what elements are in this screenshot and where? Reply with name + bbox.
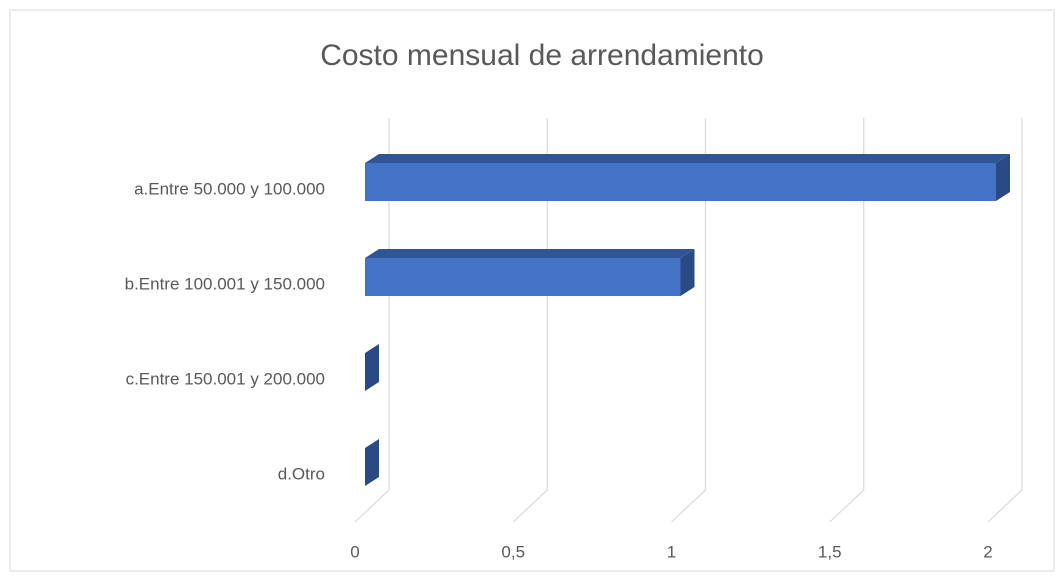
bar (365, 249, 695, 296)
x-tick-label: 1 (667, 542, 676, 561)
x-tick-label: 1,5 (818, 542, 842, 561)
bar-end (365, 344, 379, 391)
y-tick-label: b.Entre 100.001 y 150.000 (125, 274, 325, 293)
y-tick-label: d.Otro (278, 464, 325, 483)
grid-line (829, 118, 865, 523)
chart-title: Costo mensual de arrendamiento (320, 39, 764, 72)
bar-front (365, 258, 681, 296)
bar-end (365, 439, 379, 486)
y-tick-label: a.Entre 50.000 y 100.000 (134, 179, 325, 198)
bar (365, 154, 1010, 201)
grid-line (512, 118, 548, 523)
bar-end (680, 249, 695, 296)
grid-line (671, 118, 707, 523)
grid-line (987, 118, 1023, 523)
bar (365, 439, 379, 486)
x-tick-label: 2 (983, 542, 992, 561)
bar (365, 344, 379, 391)
bar-top (365, 154, 1010, 163)
grid-line (354, 118, 390, 523)
bar-front (365, 163, 996, 201)
x-tick-label: 0,5 (501, 542, 525, 561)
bar-end (996, 154, 1010, 201)
x-tick-label: 0 (350, 542, 359, 561)
y-tick-label: c.Entre 150.001 y 200.000 (126, 369, 325, 388)
bar-top (365, 249, 695, 258)
